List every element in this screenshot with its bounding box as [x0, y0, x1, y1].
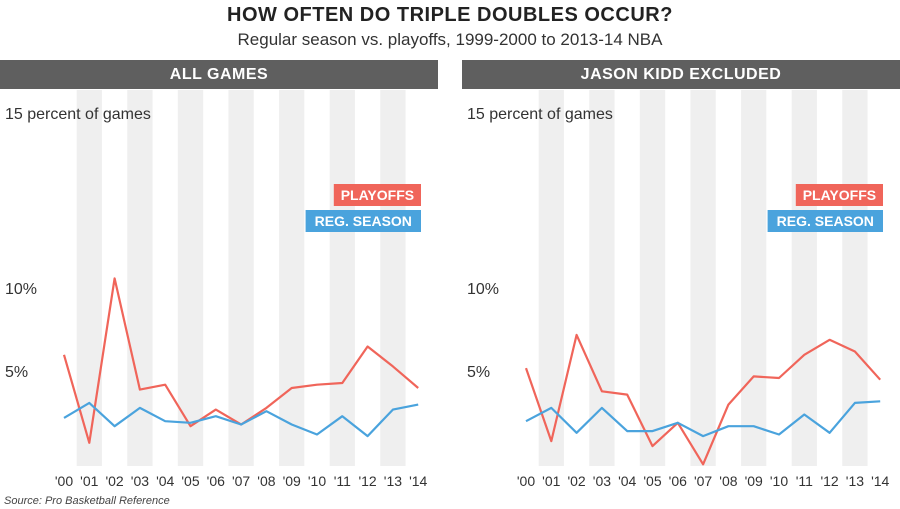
x-tick-label: '03 — [131, 473, 149, 489]
x-tick-label: '07 — [232, 473, 250, 489]
x-tick-label: '10 — [770, 473, 788, 489]
legend-box-playoffs — [795, 184, 883, 206]
x-tick-label: '11 — [334, 473, 351, 489]
grid-stripe — [791, 90, 817, 466]
x-tick-label: '09 — [745, 473, 763, 489]
grid-stripe — [538, 90, 564, 466]
x-tick-label: '13 — [846, 473, 864, 489]
y-tick-label: 5% — [467, 364, 490, 381]
y-tick-label: 10% — [5, 281, 37, 298]
grid-stripe — [228, 90, 254, 466]
series-line-regular-season — [63, 401, 419, 438]
legend-label-regular-season: REG. SEASON — [315, 213, 412, 229]
x-tick-label: '08 — [719, 473, 737, 489]
x-tick-label: '02 — [105, 473, 123, 489]
legend-box-regular-season — [767, 210, 883, 232]
legend-label-playoffs: PLAYOFFS — [803, 187, 876, 203]
x-tick-label: '02 — [567, 473, 585, 489]
x-tick-label: '00 — [55, 473, 73, 489]
x-tick-label: '08 — [257, 473, 275, 489]
x-tick-label: '09 — [283, 473, 301, 489]
y-tick-label: 5% — [5, 364, 28, 381]
x-tick-label: '13 — [384, 473, 402, 489]
grid-stripe — [842, 90, 868, 466]
series-line-regular-season — [525, 400, 881, 438]
panel-header-kidd-excluded: JASON KIDD EXCLUDED — [462, 60, 900, 89]
x-tick-label: '01 — [542, 473, 560, 489]
grid-stripe — [380, 90, 406, 466]
x-tick-label: '05 — [643, 473, 661, 489]
grid-stripe — [741, 90, 767, 466]
grid-stripe — [589, 90, 615, 466]
x-tick-label: '07 — [694, 473, 712, 489]
grid-stripe — [329, 90, 355, 466]
grid-stripe — [690, 90, 716, 466]
x-tick-label: '00 — [517, 473, 535, 489]
legend-box-playoffs — [333, 184, 421, 206]
y-tick-label: 15 percent of games — [467, 106, 613, 123]
x-tick-label: '04 — [156, 473, 174, 489]
grid-stripe — [177, 90, 204, 466]
x-tick-label: '10 — [308, 473, 326, 489]
x-tick-label: '11 — [796, 473, 813, 489]
y-tick-label: 15 percent of games — [5, 106, 151, 123]
x-tick-label: '06 — [669, 473, 687, 489]
grid-stripe — [639, 90, 666, 466]
x-tick-label: '06 — [207, 473, 225, 489]
legend-box-regular-season — [305, 210, 421, 232]
panel-header-all-games: ALL GAMES — [0, 60, 438, 89]
chart-title: HOW OFTEN DO TRIPLE DOUBLES OCCUR? — [227, 4, 673, 26]
x-tick-label: '03 — [593, 473, 611, 489]
x-tick-label: '01 — [80, 473, 98, 489]
x-tick-label: '14 — [409, 473, 427, 489]
grid-stripe — [279, 90, 305, 466]
series-line-playoffs — [524, 333, 882, 466]
x-tick-label: '12 — [358, 473, 376, 489]
grid-stripe — [127, 90, 153, 466]
x-tick-label: '12 — [820, 473, 838, 489]
x-tick-label: '14 — [871, 473, 889, 489]
x-tick-label: '04 — [618, 473, 636, 489]
chart-subtitle: Regular season vs. playoffs, 1999-2000 t… — [237, 30, 663, 49]
x-tick-label: '05 — [181, 473, 199, 489]
source-note: Source: Pro Basketball Reference — [4, 495, 170, 507]
legend-label-playoffs: PLAYOFFS — [341, 187, 414, 203]
y-tick-label: 10% — [467, 281, 499, 298]
legend-label-regular-season: REG. SEASON — [777, 213, 874, 229]
